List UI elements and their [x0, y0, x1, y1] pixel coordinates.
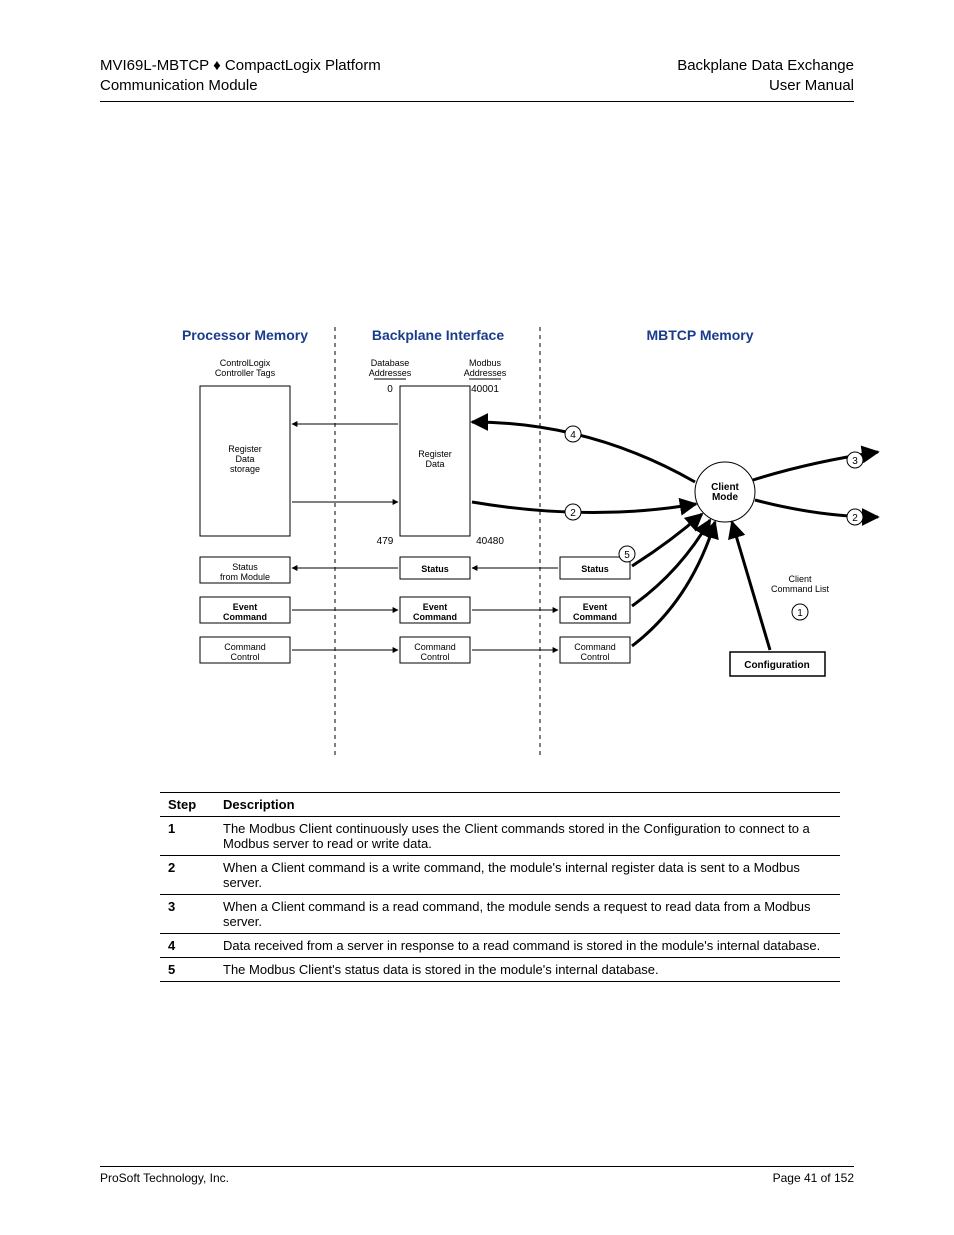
step-marker-3: 3 — [847, 452, 863, 468]
step-desc: The Modbus Client's status data is store… — [215, 958, 840, 982]
col-step: Step — [160, 793, 215, 817]
step-desc: When a Client command is a read command,… — [215, 895, 840, 934]
svg-text:Status: Status — [421, 564, 449, 574]
svg-text:Status: Status — [581, 564, 609, 574]
table-row: 1The Modbus Client continuously uses the… — [160, 817, 840, 856]
steps-table: Step Description 1The Modbus Client cont… — [160, 792, 840, 982]
page-footer: ProSoft Technology, Inc. Page 41 of 152 — [100, 1166, 854, 1185]
table-row: 2When a Client command is a write comman… — [160, 856, 840, 895]
header-right: Backplane Data ExchangeUser Manual — [677, 56, 854, 95]
svg-text:ModbusAddresses: ModbusAddresses — [464, 358, 507, 378]
section-title-backplane: Backplane Interface — [372, 327, 504, 343]
step-desc: When a Client command is a write command… — [215, 856, 840, 895]
section-title-processor: Processor Memory — [182, 327, 308, 343]
step-marker-2r: 2 — [847, 509, 863, 525]
table-row: 4Data received from a server in response… — [160, 934, 840, 958]
svg-text:DatabaseAddresses: DatabaseAddresses — [369, 358, 412, 378]
header-left: MVI69L-MBTCP ♦ CompactLogix PlatformComm… — [100, 56, 381, 95]
step-num: 5 — [160, 958, 215, 982]
col-desc: Description — [215, 793, 840, 817]
svg-text:40480: 40480 — [476, 536, 504, 547]
step-num: 3 — [160, 895, 215, 934]
svg-text:1: 1 — [797, 608, 803, 619]
svg-text:4: 4 — [570, 430, 576, 441]
architecture-diagram: Processor Memory Backplane Interface MBT… — [160, 322, 880, 762]
footer-left: ProSoft Technology, Inc. — [100, 1171, 229, 1185]
step-desc: The Modbus Client continuously uses the … — [215, 817, 840, 856]
svg-text:ClientCommand List: ClientCommand List — [771, 574, 830, 594]
svg-text:5: 5 — [624, 550, 630, 561]
svg-text:Configuration: Configuration — [744, 660, 810, 671]
step-desc: Data received from a server in response … — [215, 934, 840, 958]
svg-text:2: 2 — [570, 508, 576, 519]
svg-text:ControlLogixController Tags: ControlLogixController Tags — [215, 358, 276, 378]
table-row: 5The Modbus Client's status data is stor… — [160, 958, 840, 982]
svg-text:2: 2 — [852, 513, 858, 524]
footer-right: Page 41 of 152 — [773, 1171, 854, 1185]
step-marker-5: 5 — [619, 546, 635, 562]
svg-text:0: 0 — [387, 384, 393, 395]
svg-text:40001: 40001 — [471, 384, 499, 395]
step-marker-4: 4 — [565, 426, 581, 442]
step-num: 2 — [160, 856, 215, 895]
step-num: 1 — [160, 817, 215, 856]
section-title-mbtcp: MBTCP Memory — [646, 327, 753, 343]
step-marker-1: 1 — [792, 604, 808, 620]
table-row: 3When a Client command is a read command… — [160, 895, 840, 934]
svg-text:ClientMode: ClientMode — [711, 482, 739, 503]
step-num: 4 — [160, 934, 215, 958]
svg-text:479: 479 — [377, 536, 394, 547]
svg-text:3: 3 — [852, 456, 858, 467]
step-marker-2l: 2 — [565, 504, 581, 520]
steps-tbody: 1The Modbus Client continuously uses the… — [160, 817, 840, 982]
page-header: MVI69L-MBTCP ♦ CompactLogix PlatformComm… — [100, 56, 854, 102]
